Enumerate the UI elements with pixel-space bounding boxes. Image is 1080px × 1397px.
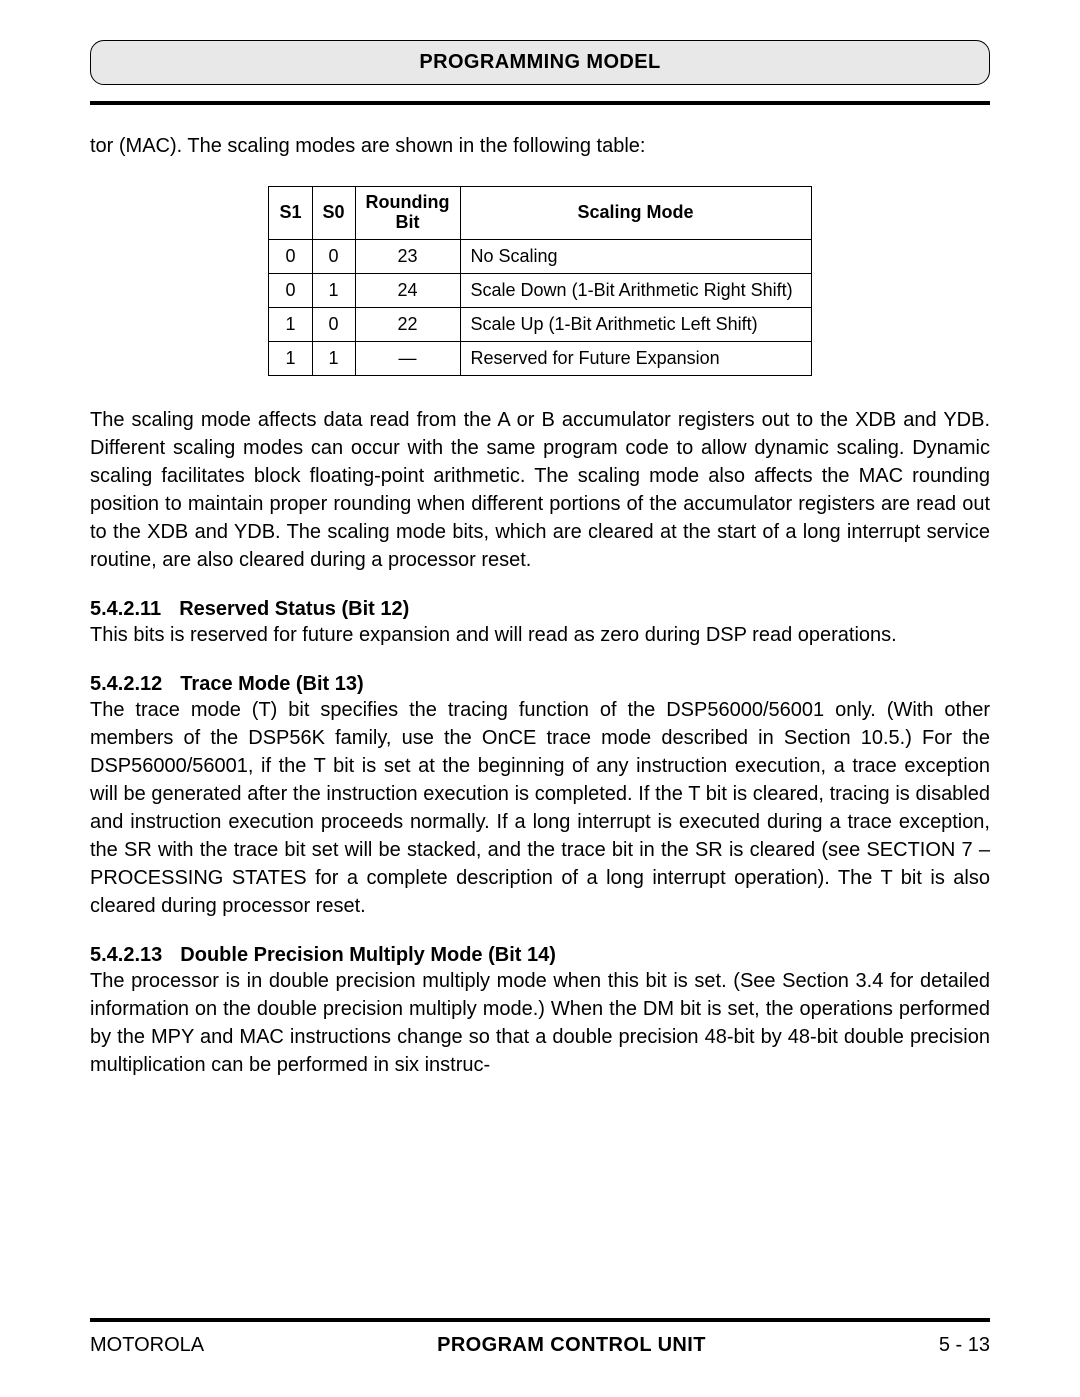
table-row: 1 0 22 Scale Up (1-Bit Arithmetic Left S… [269,307,811,341]
cell-s1: 0 [269,273,312,307]
section-heading-13: 5.4.2.13 Double Precision Multiply Mode (… [90,944,990,967]
th-s1: S1 [269,187,312,240]
cell-rb: 24 [355,273,460,307]
cell-s1: 0 [269,239,312,273]
cell-s0: 1 [312,341,355,375]
section-12-body: The trace mode (T) bit specifies the tra… [90,696,990,920]
cell-s1: 1 [269,307,312,341]
cell-s0: 0 [312,307,355,341]
cell-rb: — [355,341,460,375]
table-header-row: S1 S0 Rounding Bit Scaling Mode [269,187,811,240]
footer-left: MOTOROLA [90,1334,204,1357]
intro-line: tor (MAC). The scaling modes are shown i… [90,135,990,158]
section-heading-12: 5.4.2.12 Trace Mode (Bit 13) [90,673,990,696]
th-scaling-mode: Scaling Mode [460,187,811,240]
footer-right: 5 - 13 [939,1334,990,1357]
table-row: 0 1 24 Scale Down (1-Bit Arithmetic Righ… [269,273,811,307]
section-title: Trace Mode (Bit 13) [180,673,363,695]
header-title-box: PROGRAMMING MODEL [90,40,990,85]
section-heading-11: 5.4.2.11 Reserved Status (Bit 12) [90,598,990,621]
header-rule [90,101,990,105]
cell-rb: 23 [355,239,460,273]
cell-mode: No Scaling [460,239,811,273]
section-title: Double Precision Multiply Mode (Bit 14) [180,944,556,966]
th-s0: S0 [312,187,355,240]
footer: MOTOROLA PROGRAM CONTROL UNIT 5 - 13 [90,1318,990,1357]
th-rounding: Rounding [366,192,450,212]
cell-s1: 1 [269,341,312,375]
footer-center: PROGRAM CONTROL UNIT [437,1334,706,1357]
table-row: 0 0 23 No Scaling [269,239,811,273]
footer-rule [90,1318,990,1322]
section-11-body: This bits is reserved for future expansi… [90,621,990,649]
section-num: 5.4.2.12 [90,673,162,696]
scaling-table: S1 S0 Rounding Bit Scaling Mode 0 0 23 N… [268,186,811,376]
scaling-paragraph: The scaling mode affects data read from … [90,406,990,574]
cell-mode: Scale Up (1-Bit Arithmetic Left Shift) [460,307,811,341]
header-title: PROGRAMMING MODEL [419,51,660,73]
cell-rb: 22 [355,307,460,341]
footer-row: MOTOROLA PROGRAM CONTROL UNIT 5 - 13 [90,1334,990,1357]
table-row: 1 1 — Reserved for Future Expansion [269,341,811,375]
section-num: 5.4.2.13 [90,944,162,967]
cell-s0: 0 [312,239,355,273]
cell-s0: 1 [312,273,355,307]
page: PROGRAMMING MODEL tor (MAC). The scaling… [0,0,1080,1397]
cell-mode: Reserved for Future Expansion [460,341,811,375]
section-13-body: The processor is in double precision mul… [90,967,990,1079]
th-rounding-bit: Rounding Bit [355,187,460,240]
cell-mode: Scale Down (1-Bit Arithmetic Right Shift… [460,273,811,307]
th-bit: Bit [396,212,420,232]
section-title: Reserved Status (Bit 12) [179,598,409,620]
section-num: 5.4.2.11 [90,598,161,621]
